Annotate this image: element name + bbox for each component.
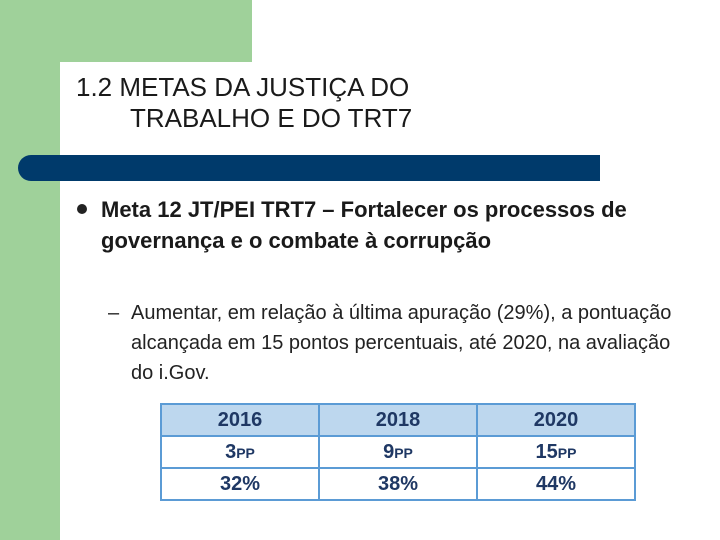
sub-bullet-dash: – <box>108 302 120 324</box>
goals-table: 2016 2018 2020 3PP 9PP 15PP 32% 38% 44% <box>160 403 636 501</box>
bullet-dot-icon <box>77 204 87 214</box>
table-header-row: 2016 2018 2020 <box>160 403 636 437</box>
points-value: 15 <box>535 440 558 463</box>
left-green-band <box>0 0 60 540</box>
main-bullet-text: Meta 12 JT/PEI TRT7 – Fortalecer os proc… <box>101 197 627 253</box>
slide-title: 1.2 METAS DA JUSTIÇA DO TRABALHO E DO TR… <box>76 72 412 134</box>
table-row-percent: 32% 38% 44% <box>160 467 636 501</box>
points-unit: PP <box>236 444 255 461</box>
table-cell-points: 3PP <box>160 435 320 469</box>
slide-title-line2: TRABALHO E DO TRT7 <box>130 103 413 133</box>
top-green-block <box>0 0 252 62</box>
table-cell-percent: 44% <box>476 467 636 501</box>
table-header-cell: 2020 <box>476 403 636 437</box>
points-unit: PP <box>394 444 413 461</box>
table-header-cell: 2016 <box>160 403 320 437</box>
table-cell-points: 15PP <box>476 435 636 469</box>
slide-title-line1: 1.2 METAS DA JUSTIÇA DO <box>76 72 410 102</box>
sub-bullet-text: Aumentar, em relação à última apuração (… <box>131 302 672 384</box>
table-cell-percent: 32% <box>160 467 320 501</box>
table-row-points: 3PP 9PP 15PP <box>160 435 636 469</box>
title-underline-bar <box>18 155 600 181</box>
table-cell-points: 9PP <box>318 435 478 469</box>
points-value: 9 <box>383 440 395 463</box>
table-cell-percent: 38% <box>318 467 478 501</box>
table-header-cell: 2018 <box>318 403 478 437</box>
points-value: 3 <box>225 440 237 463</box>
points-unit: PP <box>557 444 577 461</box>
